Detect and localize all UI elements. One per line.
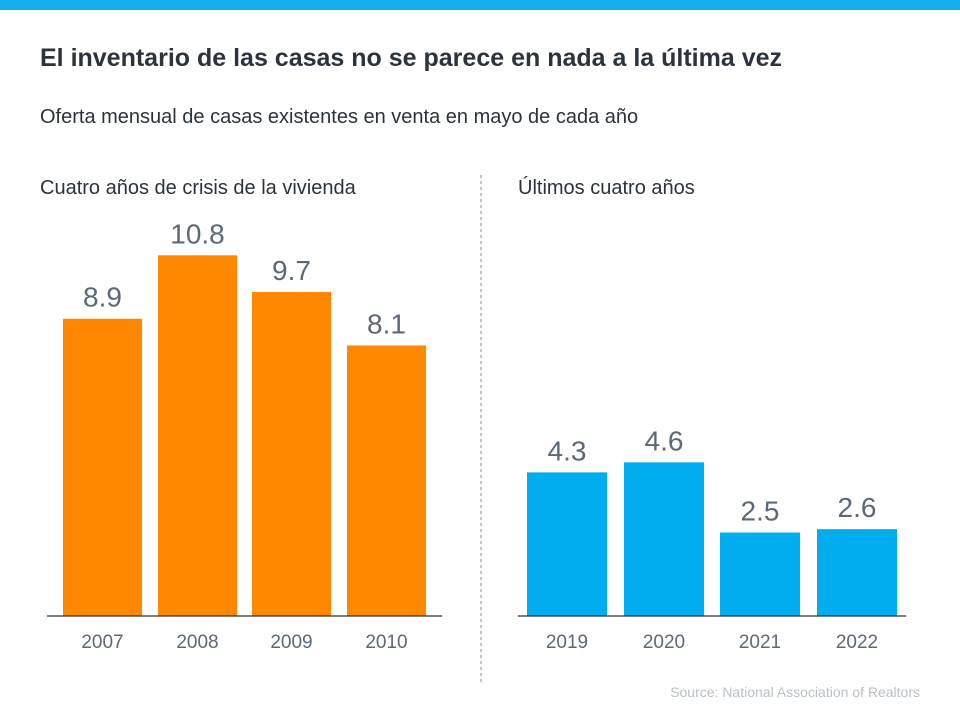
x-tick-label-2008: 2008	[176, 632, 218, 653]
x-tick-label-2020: 2020	[643, 632, 685, 653]
chart-subtitle: Oferta mensual de casas existentes en ve…	[40, 106, 639, 128]
x-tick-label-2010: 2010	[365, 632, 407, 653]
bar-2021	[720, 532, 800, 616]
data-label-2007: 8.9	[83, 282, 122, 313]
x-tick-label-2007: 2007	[81, 632, 123, 653]
bar-2019	[527, 472, 607, 616]
bar-2010	[347, 345, 426, 616]
data-label-2020: 4.6	[645, 425, 684, 456]
data-label-2009: 9.7	[272, 255, 311, 286]
x-tick-label-2021: 2021	[739, 632, 781, 653]
data-label-2008: 10.8	[170, 218, 225, 249]
bar-2009	[252, 292, 331, 616]
top-accent-bar	[0, 0, 960, 10]
bar-2020	[624, 462, 704, 616]
source-note: Source: National Association of Realtors	[670, 684, 920, 700]
data-label-2010: 8.1	[367, 308, 406, 339]
data-label-2021: 2.5	[741, 496, 780, 527]
data-label-2022: 2.6	[838, 492, 877, 523]
x-tick-label-2019: 2019	[546, 632, 588, 653]
bar-2007	[63, 318, 142, 616]
x-tick-label-2009: 2009	[270, 632, 312, 653]
x-tick-label-2022: 2022	[836, 632, 878, 653]
left-panel-title: Cuatro años de crisis de la vivienda	[40, 177, 356, 199]
bar-2022	[817, 529, 897, 616]
data-label-2019: 4.3	[548, 435, 587, 466]
chart-title: El inventario de las casas no se parece …	[40, 44, 783, 72]
bar-2008	[158, 255, 237, 616]
right-panel-title: Últimos cuatro años	[518, 177, 695, 199]
